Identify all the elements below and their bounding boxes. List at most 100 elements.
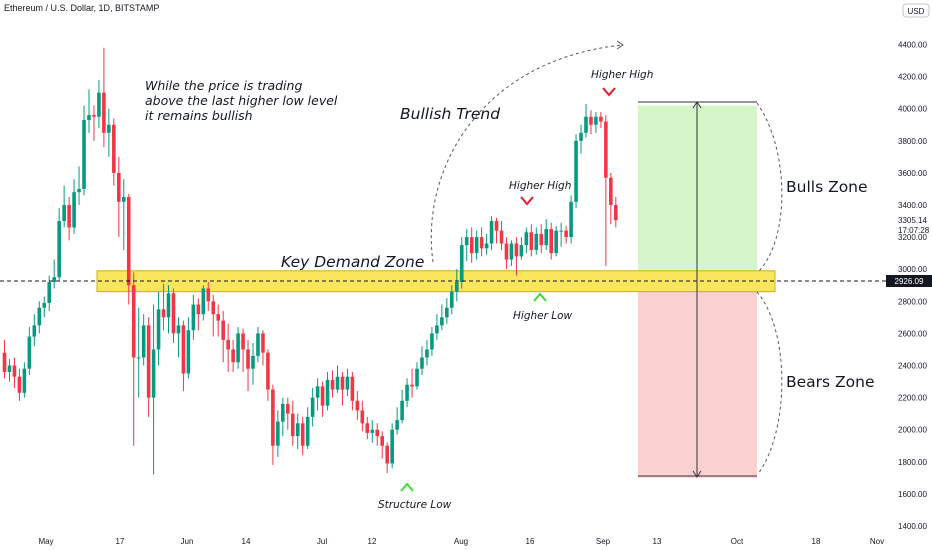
candle-body xyxy=(146,325,151,398)
candle-body xyxy=(171,293,176,334)
bears-arc xyxy=(756,291,783,475)
bulls-arc xyxy=(756,102,783,273)
candle-body xyxy=(37,307,42,326)
candle-body xyxy=(549,229,553,254)
candle-body xyxy=(42,302,47,308)
price-axis: 4400.00 4200.00 4000.00 3800.00 3600.00 3400.… xyxy=(898,41,927,532)
candle-body xyxy=(231,349,235,363)
higher-low-marker xyxy=(533,292,547,302)
candle-body xyxy=(57,221,61,278)
candle-body xyxy=(310,397,315,417)
candle-body xyxy=(117,172,121,202)
x-tick-label: Aug xyxy=(454,537,468,546)
candle-body xyxy=(454,282,459,292)
candle-body xyxy=(112,124,116,173)
x-tick-label: Jun xyxy=(181,537,194,546)
candle-body xyxy=(469,237,474,254)
bears-zone-label: Bears Zone xyxy=(786,373,875,391)
higher-low-label: Higher Low xyxy=(513,310,573,322)
higher-high-label-2: Higher High xyxy=(509,180,571,192)
candle-body xyxy=(241,333,245,350)
x-tick-label: Sep xyxy=(596,537,611,546)
candle-body xyxy=(290,413,295,437)
candle-body xyxy=(554,230,558,254)
candle-body xyxy=(226,339,230,350)
candle-body xyxy=(221,320,225,340)
chart-title: Ethereum / U.S. Dollar, 1D, BITSTAMP xyxy=(4,3,160,13)
candle-body xyxy=(430,333,434,350)
candle-body xyxy=(599,116,603,122)
candle-body xyxy=(355,400,360,411)
candle-body xyxy=(305,416,310,446)
candle-body xyxy=(77,188,81,193)
live-price-label: 3305.14 xyxy=(898,216,927,225)
candle-body xyxy=(325,379,330,406)
candle-body xyxy=(365,423,370,433)
candle-body xyxy=(380,436,385,446)
candle-body xyxy=(564,230,568,238)
x-tick-label: Jul xyxy=(317,537,327,546)
candle-body xyxy=(186,330,191,374)
candle-body xyxy=(136,357,141,359)
y-tick-label: 3800.00 xyxy=(898,137,927,146)
candle-body xyxy=(489,221,494,244)
candle-body xyxy=(17,376,22,393)
candle-body xyxy=(534,233,539,250)
candle-body xyxy=(524,232,529,246)
candle-body xyxy=(474,237,479,254)
bulls-zone-label: Bulls Zone xyxy=(786,178,868,196)
candle-body xyxy=(22,368,27,393)
candle-body xyxy=(544,229,549,246)
candle-body xyxy=(67,205,71,228)
y-tick-label: 3200.00 xyxy=(898,233,927,242)
candle-body xyxy=(340,376,345,390)
countdown-label: 17:07:28 xyxy=(898,226,930,235)
candle-body xyxy=(395,420,399,430)
y-tick-label: 3000.00 xyxy=(898,265,927,274)
candle-body xyxy=(345,376,350,390)
candle-body xyxy=(52,277,56,283)
candle-body xyxy=(256,333,260,356)
x-tick-label: May xyxy=(38,537,53,546)
currency-badge[interactable]: USD xyxy=(908,7,925,16)
candle-body xyxy=(360,410,365,424)
candle-body xyxy=(594,116,598,125)
candle-body xyxy=(350,376,355,401)
candle-body xyxy=(459,245,464,283)
x-tick-label: 16 xyxy=(526,537,535,546)
candle-body xyxy=(514,243,519,257)
candle-body xyxy=(435,325,439,334)
candle-body xyxy=(569,201,573,238)
candle-body xyxy=(385,445,389,464)
candle-body xyxy=(97,92,101,117)
candle-body xyxy=(479,237,484,249)
last-price-tag xyxy=(886,275,932,287)
candle-body xyxy=(370,429,375,433)
candle-body xyxy=(519,245,524,257)
candle-body xyxy=(266,352,270,390)
candle-body xyxy=(2,352,7,372)
candle-body xyxy=(445,307,449,318)
candle-body xyxy=(196,304,201,315)
overlays-layer xyxy=(0,40,886,492)
candle-body xyxy=(107,124,111,133)
y-tick-label: 2400.00 xyxy=(898,362,927,371)
candle-body xyxy=(62,205,66,222)
structure-low-marker xyxy=(400,482,414,492)
candle-body xyxy=(201,288,206,315)
candle-body xyxy=(330,379,335,390)
candle-body xyxy=(131,285,136,358)
candle-body xyxy=(276,421,280,446)
currency-badge-box[interactable] xyxy=(902,3,930,18)
y-tick-label: 2600.00 xyxy=(898,329,927,338)
bullish-trend-label: Bullish Trend xyxy=(400,105,500,123)
x-tick-label: Nov xyxy=(870,537,884,546)
candle-body xyxy=(574,140,578,202)
candle-body xyxy=(251,355,255,369)
candle-body xyxy=(450,291,454,308)
candle-body xyxy=(609,177,613,205)
candle-body xyxy=(166,293,171,318)
candle-body xyxy=(335,376,340,390)
zones-layer xyxy=(96,105,776,478)
